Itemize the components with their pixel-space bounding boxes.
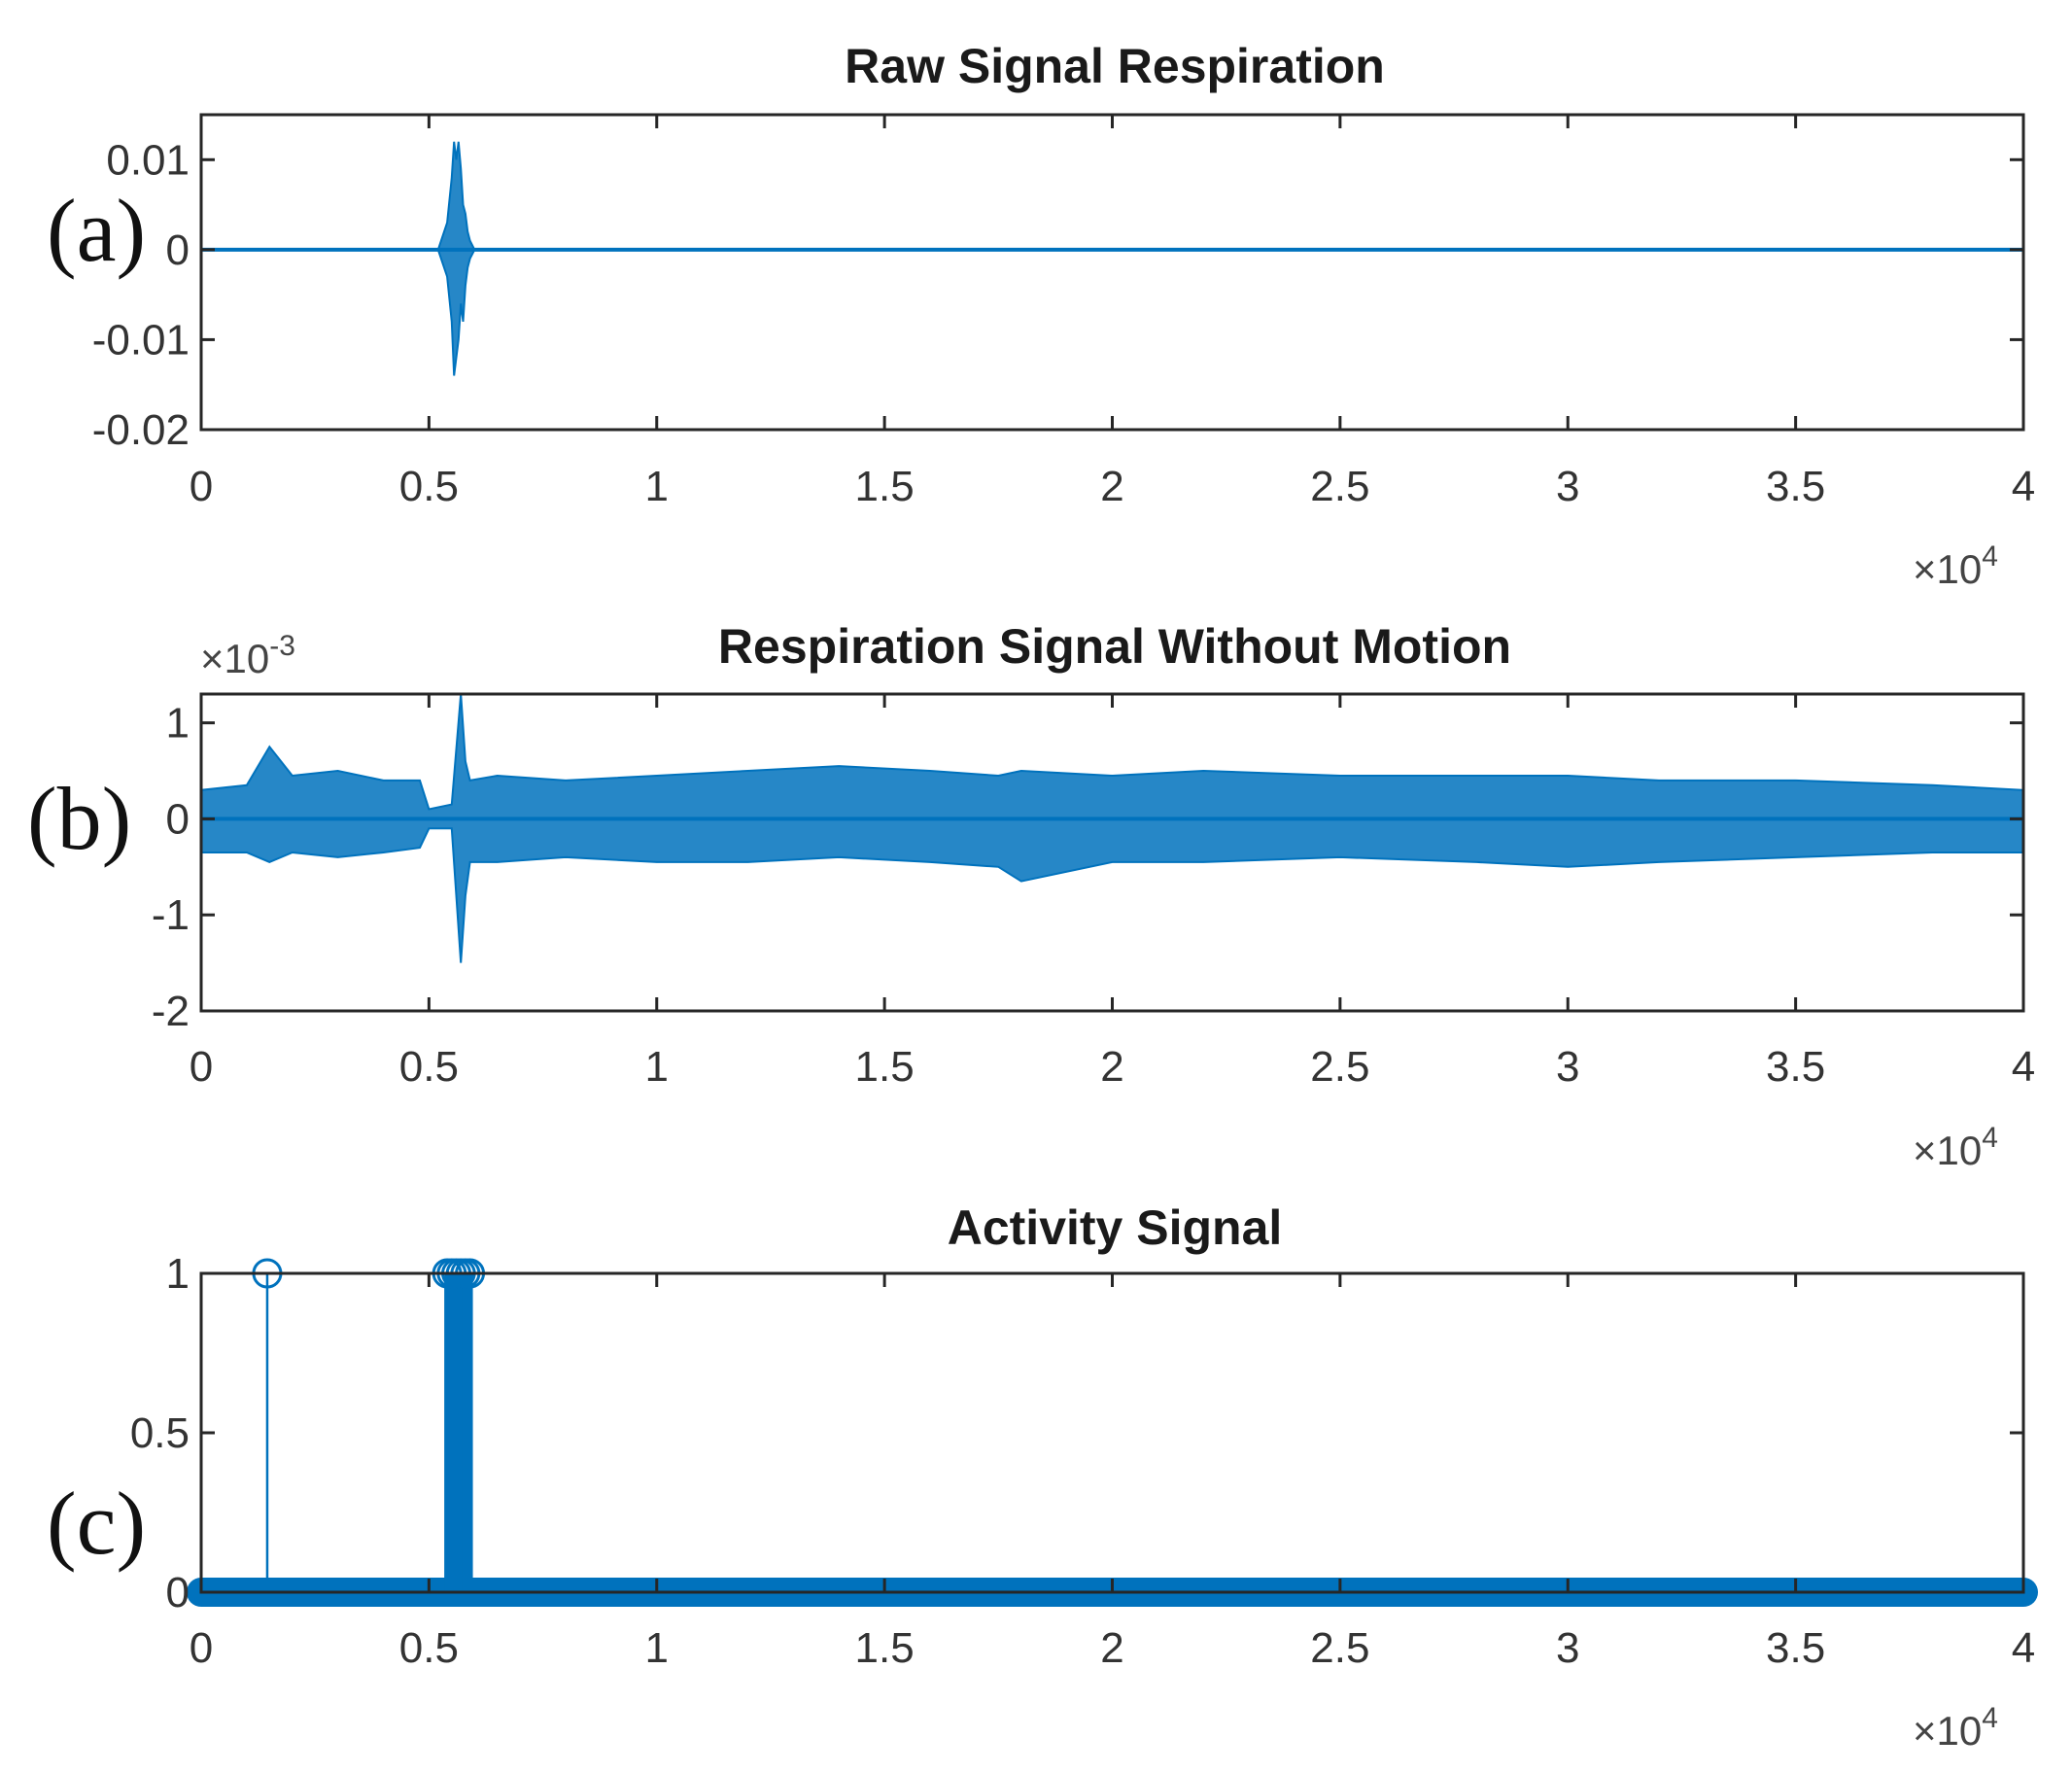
panel-a-x-tick-label-8: 4 (2012, 463, 2035, 510)
panel-a-title: Raw Signal Respiration (845, 39, 1385, 93)
panel-b-y-tick-label-3: -2 (152, 988, 190, 1035)
panel-b-y-tick-label-1: 0 (166, 795, 190, 843)
panel-b-x-tick-label-3: 1.5 (855, 1043, 915, 1091)
panel-b-y-multiplier: ×10-3 (200, 630, 295, 681)
panel-a-label: (a) (47, 181, 146, 280)
panel-c-axes-frame (199, 1271, 2025, 1594)
panel-c-label: (c) (47, 1474, 146, 1573)
panel-b-label: (b) (27, 769, 131, 868)
panel-a-x-tick-label-4: 2 (1100, 463, 1123, 510)
panel-a-x-tick-label-5: 2.5 (1310, 463, 1369, 510)
panel-c: Activity Signal (c) 0 0.5 1 1.5 2 2.5 3 3.5 4 1 0.… (47, 1200, 2038, 1754)
panel-c-x-tick-label-8: 4 (2012, 1624, 2035, 1672)
panel-c-x-tick-label-5: 2.5 (1310, 1624, 1369, 1672)
panel-a: Raw Signal Respiration (a) 0 0.5 1 1.5 2 2.5 3… (47, 39, 2035, 592)
panel-b-x-tick-label-2: 1 (645, 1043, 669, 1091)
panel-c-x-tick-label-0: 0 (190, 1624, 213, 1672)
panel-b-x-tick-label-4: 2 (1100, 1043, 1123, 1091)
panel-a-axes-frame (199, 113, 2025, 432)
panel-a-x-tick-label-7: 3.5 (1766, 463, 1825, 510)
panel-b-x-tick-label-8: 4 (2012, 1043, 2035, 1091)
panel-a-x-tick-label-3: 1.5 (855, 463, 915, 510)
panel-a-x-tick-label-6: 3 (1556, 463, 1579, 510)
panel-a-x-tick-label-1: 0.5 (399, 463, 459, 510)
panel-b-y-tick-label-2: -1 (152, 891, 190, 939)
panel-b-x-tick-label-7: 3.5 (1766, 1043, 1825, 1091)
panel-b-y-tick-label-0: 1 (166, 700, 190, 747)
panel-b-x-tick-label-0: 0 (190, 1043, 213, 1091)
panel-c-y-tick-label-2: 0 (166, 1569, 190, 1617)
panel-a-signal-band-0 (201, 141, 2023, 376)
panel-b-x-tick-label-1: 0.5 (399, 1043, 459, 1091)
panel-c-x-tick-label-6: 3 (1556, 1624, 1579, 1672)
panel-b: Respiration Signal Without Motion (b) ×1… (27, 619, 2035, 1173)
panel-b-x-multiplier: ×104 (1913, 1122, 1998, 1173)
panel-c-y-tick-label-0: 1 (166, 1250, 190, 1298)
panel-c-x-tick-label-7: 3.5 (1766, 1624, 1825, 1672)
panel-a-x-tick-label-2: 1 (645, 463, 669, 510)
panel-a-x-multiplier: ×104 (1913, 540, 1998, 592)
panel-b-signal-band-0 (200, 693, 2024, 963)
panel-a-y-tick-label-3: -0.02 (92, 406, 190, 454)
panel-b-x-tick-label-5: 2.5 (1310, 1043, 1369, 1091)
panel-c-x-tick-label-1: 0.5 (399, 1624, 459, 1672)
panel-b-x-tick-label-6: 3 (1556, 1043, 1579, 1091)
panel-c-x-tick-label-3: 1.5 (855, 1624, 915, 1672)
panel-a-y-tick-label-1: 0 (166, 226, 190, 274)
panel-c-x-tick-label-2: 1 (645, 1624, 669, 1672)
panel-c-x-tick-label-4: 2 (1100, 1624, 1123, 1672)
panel-b-title: Respiration Signal Without Motion (718, 619, 1511, 674)
panel-a-y-tick-label-0: 0.01 (106, 136, 190, 184)
panel-a-x-tick-label-0: 0 (190, 463, 213, 510)
panel-a-y-tick-label-2: -0.01 (92, 316, 190, 364)
panel-c-x-multiplier: ×104 (1913, 1702, 1998, 1754)
panel-c-y-tick-label-1: 0.5 (130, 1409, 190, 1457)
panel-c-title: Activity Signal (948, 1200, 1283, 1255)
